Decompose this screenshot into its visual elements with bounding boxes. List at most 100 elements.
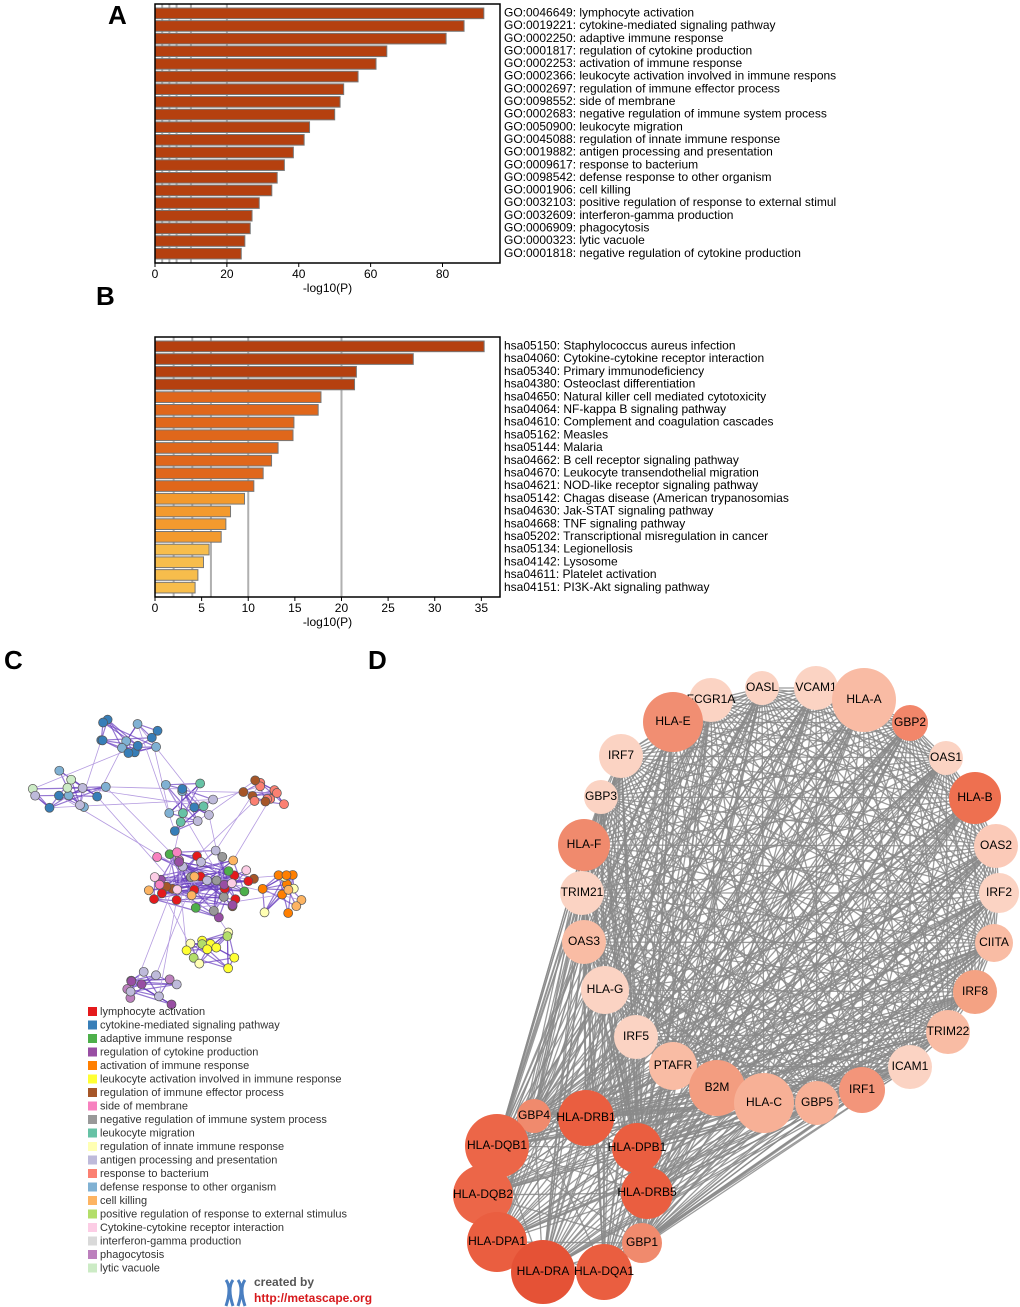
node — [217, 851, 228, 862]
edge — [496, 722, 911, 1147]
node — [643, 692, 703, 752]
node-label: HLA-A — [846, 692, 881, 706]
x-tick-label: 40 — [292, 267, 306, 281]
bar — [154, 416, 295, 429]
node-label: HLA-F — [567, 837, 602, 851]
node — [195, 778, 206, 789]
node — [794, 666, 838, 710]
credit: created by — [254, 1275, 314, 1289]
category-label: hsa05150: Staphylococcus aureus infectio… — [504, 339, 736, 353]
edge — [130, 983, 177, 993]
legend-label: regulation of cytokine production — [100, 1046, 258, 1058]
edge — [600, 757, 947, 798]
edge — [190, 943, 229, 969]
edge — [585, 942, 995, 1119]
bar — [154, 505, 232, 518]
node — [146, 732, 157, 743]
legend-swatch — [88, 1020, 97, 1030]
edge — [581, 892, 818, 1104]
x-tick-label: 5 — [198, 601, 205, 615]
node — [517, 1099, 551, 1133]
edge — [176, 851, 255, 880]
node — [75, 800, 85, 810]
legend-label: adaptive immune response — [100, 1033, 232, 1045]
node — [250, 775, 261, 786]
node — [160, 779, 171, 790]
node — [929, 741, 963, 775]
bar — [154, 543, 210, 556]
node — [560, 871, 604, 915]
edge — [716, 942, 995, 1089]
node — [892, 705, 928, 741]
node — [152, 852, 162, 862]
node — [171, 979, 182, 990]
edge — [160, 879, 245, 893]
node-label: IRF1 — [849, 1082, 875, 1096]
x-axis-label: -log10(P) — [303, 615, 352, 629]
bar — [154, 108, 336, 121]
node — [467, 1212, 527, 1272]
category-label: hsa05340: Primary immunodeficiency — [504, 364, 704, 378]
node — [177, 784, 188, 794]
node-label: HLA-C — [746, 1095, 782, 1109]
node-label: IRF2 — [986, 885, 1012, 899]
edge — [583, 845, 997, 943]
node — [979, 873, 1019, 913]
bar — [154, 404, 319, 416]
bar — [154, 70, 359, 83]
edge — [182, 788, 214, 801]
node-label: TRIM22 — [927, 1024, 970, 1038]
legend-swatch — [88, 1223, 97, 1232]
node-label: VCAM1 — [795, 680, 837, 694]
edge — [496, 797, 976, 1147]
node-label: IRF7 — [608, 748, 634, 762]
category-label: GO:0046649: lymphocyte activation — [504, 5, 694, 19]
legend-swatch — [88, 1142, 97, 1151]
node — [227, 900, 238, 910]
node — [558, 819, 610, 871]
node — [172, 884, 183, 895]
edge — [496, 797, 976, 1243]
node — [54, 765, 65, 776]
bar — [154, 531, 222, 543]
node — [214, 912, 224, 923]
bar — [154, 171, 278, 184]
edge — [533, 892, 1000, 1117]
edge — [496, 757, 947, 1243]
edge — [600, 796, 976, 799]
legend-swatch — [88, 1155, 97, 1165]
category-label: GO:0000323: lytic vacuole — [504, 233, 645, 247]
category-label: hsa04630: Jak-STAT signaling pathway — [504, 504, 713, 518]
node — [149, 872, 160, 882]
category-label: hsa04668: TNF signaling pathway — [504, 516, 685, 530]
node — [622, 1223, 662, 1263]
node — [190, 902, 201, 913]
node — [241, 865, 252, 876]
bar — [154, 442, 279, 454]
node-label: FCGR1A — [687, 692, 736, 706]
node — [152, 725, 163, 736]
node — [98, 717, 108, 728]
node — [77, 783, 88, 793]
edge — [604, 845, 997, 991]
edge — [583, 844, 997, 847]
node-label: HLA-E — [655, 714, 690, 728]
node — [584, 780, 618, 814]
edge — [583, 941, 995, 944]
edge — [672, 721, 947, 759]
edge — [763, 797, 976, 1104]
edge — [226, 936, 229, 969]
node — [581, 966, 629, 1014]
node — [211, 942, 222, 953]
bar — [154, 58, 377, 70]
edge — [604, 989, 976, 993]
x-tick-label: 35 — [475, 601, 489, 615]
legend-label: leukocyte activation involved in immune … — [100, 1073, 342, 1085]
bar — [154, 235, 246, 247]
category-label: hsa05202: Transcriptional misregulation … — [504, 529, 768, 543]
bar — [154, 184, 273, 197]
node-label: IRF8 — [962, 984, 988, 998]
node — [223, 963, 234, 974]
node-label: HLA-DQB1 — [467, 1138, 527, 1152]
